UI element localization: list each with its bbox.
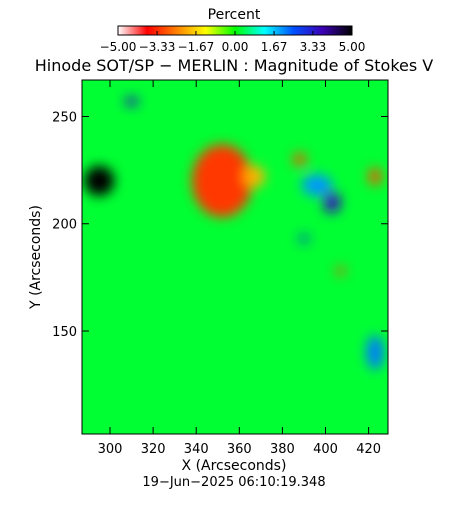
colorbar-title: Percent bbox=[208, 7, 261, 23]
x-axis: 300 320 340 360 380 400 420 bbox=[98, 80, 381, 457]
magnetic-feature bbox=[301, 174, 332, 196]
colorbar-tick-label: 3.33 bbox=[300, 40, 327, 54]
y-tick-label: 200 bbox=[52, 218, 77, 233]
x-tick-label: 360 bbox=[227, 442, 252, 457]
colorbar-tick-label: −3.33 bbox=[139, 40, 176, 54]
x-axis-label: X (Arcseconds) bbox=[182, 458, 287, 474]
magnetic-feature bbox=[243, 165, 266, 188]
y-axis: 150 200 250 bbox=[52, 110, 388, 340]
x-tick-label: 380 bbox=[270, 442, 295, 457]
magnetic-feature bbox=[293, 152, 307, 166]
y-tick-label: 250 bbox=[52, 110, 77, 125]
magnetic-feature bbox=[125, 97, 139, 106]
colorbar-tick-label: 5.00 bbox=[339, 40, 366, 54]
magnetic-feature bbox=[191, 144, 253, 218]
colorbar-tick-label: −5.00 bbox=[100, 40, 137, 54]
magnetic-feature bbox=[84, 165, 115, 196]
colorbar-ticks: −5.00 −3.33 −1.67 0.00 1.67 3.33 5.00 bbox=[100, 31, 366, 54]
x-tick-label: 320 bbox=[141, 442, 166, 457]
magnetic-features bbox=[84, 97, 384, 370]
magnetic-feature bbox=[299, 234, 309, 244]
colorbar-tick-label: −1.67 bbox=[178, 40, 215, 54]
plot-frame bbox=[81, 79, 389, 435]
colorbar-tick-label: 1.67 bbox=[261, 40, 288, 54]
magnetic-feature bbox=[323, 191, 341, 214]
y-axis-label: Y (Arcseconds) bbox=[28, 205, 44, 310]
plot-area bbox=[82, 80, 388, 434]
x-tick-label: 340 bbox=[184, 442, 209, 457]
magnetic-feature bbox=[366, 335, 384, 370]
magnetic-feature bbox=[336, 266, 345, 276]
x-tick-label: 300 bbox=[98, 442, 123, 457]
chart-title: Hinode SOT/SP − MERLIN : Magnitude of St… bbox=[35, 56, 434, 75]
timestamp: 19−Jun−2025 06:10:19.348 bbox=[142, 475, 325, 490]
colorbar-tick-label: 0.00 bbox=[222, 40, 249, 54]
plot-background bbox=[82, 80, 388, 434]
x-tick-label: 400 bbox=[313, 442, 338, 457]
x-tick-label: 420 bbox=[356, 442, 381, 457]
magnetic-feature bbox=[368, 167, 382, 186]
y-tick-label: 150 bbox=[52, 325, 77, 340]
